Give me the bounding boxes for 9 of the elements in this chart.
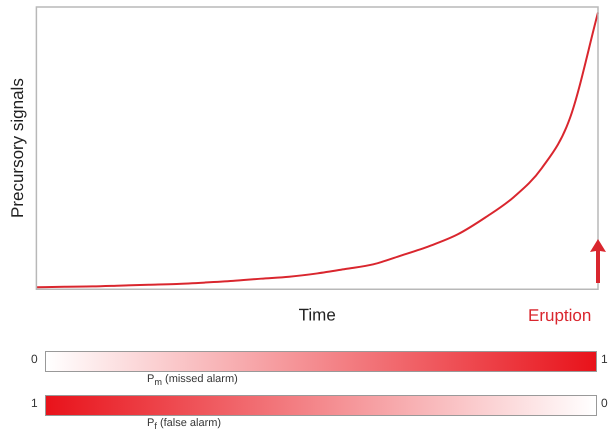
text: 1 — [601, 352, 608, 366]
y-axis-title: Precursory signals — [8, 78, 27, 218]
text: P$_{m}$ (missed alarm) — [147, 373, 238, 388]
text: 0 — [601, 396, 608, 410]
text: 0 — [31, 352, 38, 366]
text: P$_{f}$ (false alarm) — [147, 417, 222, 432]
text: 1 — [31, 396, 38, 410]
x-axis-title: Time — [298, 305, 336, 324]
text: Eruption — [528, 306, 592, 326]
